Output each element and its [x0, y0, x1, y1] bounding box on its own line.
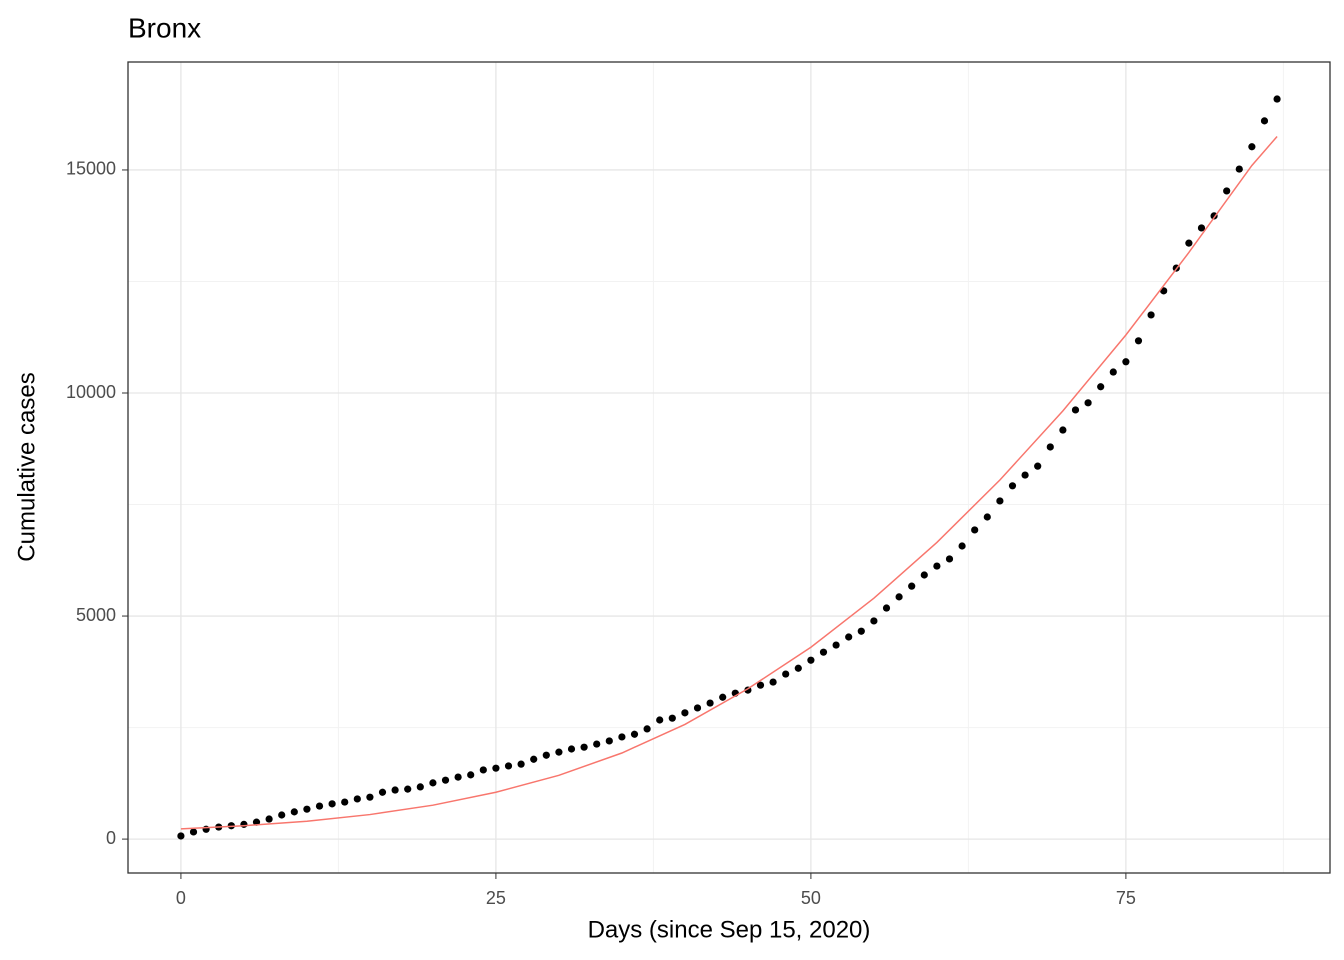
data-point — [265, 815, 273, 823]
data-point — [1109, 368, 1117, 376]
data-point — [1084, 399, 1092, 407]
data-point — [870, 617, 878, 625]
data-point — [605, 737, 613, 745]
data-point — [504, 762, 513, 770]
data-point — [530, 755, 538, 763]
data-point — [1046, 443, 1054, 451]
data-point — [1248, 143, 1256, 151]
data-point — [479, 766, 487, 774]
data-point — [882, 604, 891, 612]
data-point — [1260, 117, 1269, 125]
y-tick-label: 10000 — [66, 382, 116, 402]
data-point — [794, 664, 802, 672]
data-point — [177, 832, 185, 840]
data-point — [580, 743, 588, 751]
data-point — [845, 633, 853, 641]
data-point — [353, 795, 361, 803]
data-point — [315, 802, 324, 810]
data-point — [567, 745, 576, 753]
data-point — [1008, 482, 1017, 490]
data-point — [1122, 358, 1130, 366]
panel-border — [127, 61, 1331, 874]
data-point — [1059, 426, 1067, 434]
data-point — [630, 730, 639, 738]
y-tick-label: 15000 — [66, 159, 116, 179]
data-point — [693, 704, 702, 712]
data-point — [416, 783, 424, 791]
data-point — [643, 725, 651, 733]
data-point — [542, 751, 550, 759]
data-point — [467, 771, 475, 779]
data-point — [391, 786, 399, 794]
data-point — [1071, 406, 1080, 414]
x-tick-label: 25 — [486, 888, 506, 908]
data-point — [240, 820, 248, 828]
data-point — [971, 526, 979, 534]
fit-line — [180, 136, 1278, 830]
data-point — [492, 764, 500, 772]
data-point — [1034, 462, 1042, 470]
data-point — [920, 571, 928, 579]
data-point — [996, 497, 1004, 505]
data-point — [404, 785, 412, 793]
data-point — [857, 627, 865, 635]
data-point — [933, 562, 941, 570]
data-point — [618, 733, 626, 741]
y-tick-label: 5000 — [76, 605, 116, 625]
data-point — [1185, 239, 1193, 247]
data-point — [1021, 471, 1029, 479]
y-axis-label: Cumulative cases — [13, 372, 40, 561]
data-point — [517, 760, 525, 768]
data-point — [1197, 224, 1206, 232]
data-point — [908, 582, 916, 590]
data-point — [328, 800, 336, 808]
data-point — [429, 779, 437, 787]
data-point — [454, 773, 462, 781]
data-point — [290, 808, 298, 816]
data-point — [958, 542, 966, 550]
chart-title: Bronx — [128, 12, 201, 43]
data-point — [378, 788, 387, 796]
data-point — [895, 593, 903, 601]
data-point — [303, 805, 311, 813]
data-point — [1134, 337, 1143, 345]
data-point — [945, 555, 954, 563]
data-point — [719, 693, 727, 701]
data-point — [189, 828, 198, 836]
x-tick-label: 75 — [1116, 888, 1136, 908]
data-point — [769, 678, 777, 686]
data-point — [983, 513, 991, 521]
x-tick-label: 0 — [176, 888, 186, 908]
data-point — [756, 681, 765, 689]
data-point — [1235, 165, 1243, 173]
data-point — [593, 740, 601, 748]
x-axis-label: Days (since Sep 15, 2020) — [588, 916, 871, 943]
data-point — [832, 641, 840, 649]
data-point — [1223, 187, 1231, 195]
data-point — [656, 716, 664, 724]
data-point — [706, 699, 714, 707]
x-tick-label: 50 — [801, 888, 821, 908]
data-point — [366, 793, 374, 801]
data-point — [555, 748, 563, 756]
data-point — [1147, 311, 1155, 319]
y-tick-label: 0 — [106, 828, 116, 848]
data-point — [1097, 383, 1105, 391]
data-point — [819, 648, 828, 656]
data-point — [278, 811, 286, 819]
data-point — [807, 656, 815, 664]
data-point — [782, 670, 790, 678]
data-point — [1273, 95, 1281, 103]
data-point — [341, 798, 349, 806]
data-point — [681, 709, 689, 717]
data-point — [668, 714, 676, 722]
data-point — [441, 776, 450, 784]
